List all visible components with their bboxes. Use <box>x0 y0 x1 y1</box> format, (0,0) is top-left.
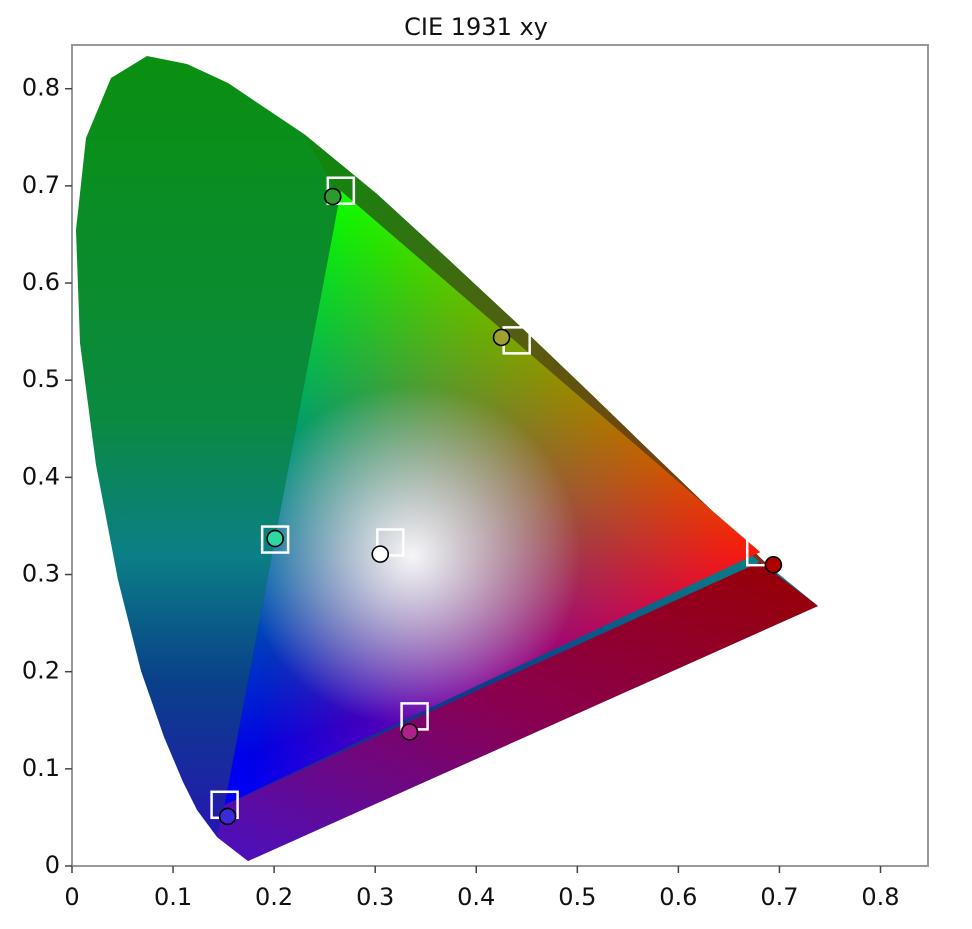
marks <box>210 176 783 826</box>
target-marker <box>745 537 775 567</box>
y-tick-label: 0.3 <box>22 560 60 588</box>
x-tick-label: 0.3 <box>356 883 394 911</box>
purple-region <box>217 562 818 861</box>
measured-marker <box>371 545 390 563</box>
measured-marker <box>266 529 284 548</box>
plot-frame <box>71 44 929 867</box>
y-tick-label: 0 <box>45 851 60 879</box>
measured-marker <box>492 328 511 347</box>
y-tick-label: 0.7 <box>22 171 60 199</box>
y-tick-label: 0.8 <box>22 74 60 102</box>
gamut-white <box>224 190 761 805</box>
y-tick-label: 0.4 <box>22 462 60 490</box>
measured-marker <box>323 187 342 206</box>
x-tick-label: 0.4 <box>457 883 495 911</box>
y-tick-label: 0.5 <box>22 365 60 393</box>
y-tick-label: 0.2 <box>22 657 60 685</box>
y-tick-label: 0.1 <box>22 754 60 782</box>
x-tick-label: 0.8 <box>861 883 899 911</box>
x-tick-label: 0.2 <box>255 883 293 911</box>
target-marker <box>260 525 290 554</box>
chart-title: CIE 1931 xy <box>404 13 548 41</box>
x-tick-label: 0 <box>64 883 79 911</box>
x-tick-label: 0.5 <box>558 883 596 911</box>
y-tick-label: 0.6 <box>22 268 60 296</box>
upper-region <box>304 134 770 567</box>
measured-marker <box>764 556 783 574</box>
x-tick-label: 0.6 <box>659 883 697 911</box>
x-tick-label: 0.7 <box>760 883 798 911</box>
measured-marker <box>218 807 237 826</box>
x-tick-label: 0.1 <box>154 883 192 911</box>
target-marker <box>376 528 405 557</box>
measured-marker <box>400 723 419 741</box>
gamut <box>224 190 761 805</box>
